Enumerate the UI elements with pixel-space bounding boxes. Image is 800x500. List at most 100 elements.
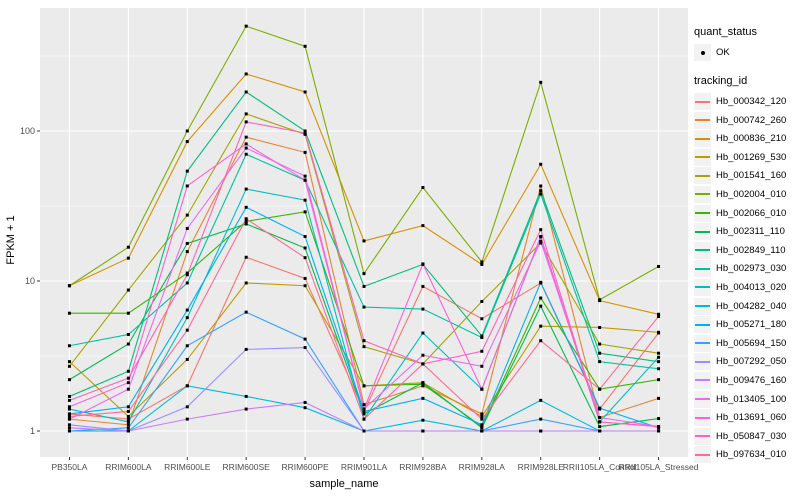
data-point	[303, 256, 307, 260]
data-point	[480, 423, 484, 427]
data-point	[598, 325, 602, 329]
legend-entry-label: Hb_013405_100	[716, 393, 787, 405]
data-point	[126, 342, 130, 346]
legend-key-swatch	[694, 409, 711, 427]
legend-key-swatch	[694, 297, 711, 315]
data-point	[244, 142, 248, 146]
legend-quant-status-title: quant_status	[694, 26, 757, 38]
legend-entry-label: Hb_000742_260	[716, 114, 787, 126]
data-point	[126, 409, 130, 413]
data-point	[244, 281, 248, 285]
data-point	[539, 280, 543, 284]
legend-entry-label: Hb_000836_210	[716, 133, 787, 145]
legend-entry-Hb_007292_050: Hb_007292_050	[694, 353, 800, 371]
data-point	[598, 360, 602, 364]
data-point	[244, 120, 248, 124]
data-point	[303, 210, 307, 214]
legend-color-line-icon	[695, 267, 710, 270]
data-point	[657, 330, 661, 334]
data-point	[598, 387, 602, 391]
legend-key-swatch	[694, 371, 711, 389]
legend-key-swatch	[694, 334, 711, 352]
legend-entry-Hb_002973_030: Hb_002973_030	[694, 260, 800, 278]
legend-entry-label: Hb_004013_020	[716, 281, 787, 293]
legend-color-line-icon	[695, 342, 710, 345]
data-point	[539, 241, 543, 245]
legend-entry-Hb_009476_160: Hb_009476_160	[694, 371, 800, 389]
x-tick-label: RRII105LA_Stressed	[619, 462, 699, 472]
legend-key-swatch	[694, 223, 711, 241]
data-point	[421, 396, 425, 400]
legend-key-swatch	[694, 93, 711, 110]
data-point	[67, 426, 71, 430]
legend-color-line-icon	[695, 212, 710, 215]
data-point	[67, 429, 71, 433]
data-point	[657, 314, 661, 318]
legend-entry-label: Hb_002311_110	[716, 226, 785, 238]
data-point	[539, 304, 543, 308]
legend-entry-Hb_013691_060: Hb_013691_060	[694, 409, 800, 427]
data-point	[185, 250, 189, 254]
data-point	[303, 235, 307, 239]
legend-key-swatch	[694, 260, 711, 278]
data-point	[657, 355, 661, 359]
legend-entry-label: Hb_002973_030	[716, 263, 787, 275]
data-point	[303, 90, 307, 94]
legend-color-line-icon	[695, 156, 710, 159]
data-point	[480, 412, 484, 416]
legend-color-line-icon	[695, 286, 710, 289]
data-point	[244, 112, 248, 116]
legend-entry-Hb_000836_210: Hb_000836_210	[694, 130, 800, 148]
data-point	[362, 339, 366, 343]
legend-key-swatch	[694, 111, 711, 129]
legend-entry-Hb_005694_150: Hb_005694_150	[694, 334, 800, 352]
data-point	[244, 222, 248, 226]
data-point	[185, 169, 189, 173]
data-point	[362, 272, 366, 276]
data-point	[244, 146, 248, 150]
legend-tracking-id-title: tracking_id	[694, 75, 748, 87]
legend-color-line-icon	[695, 435, 710, 438]
data-point	[126, 429, 130, 433]
data-point	[421, 224, 425, 228]
legend-entry-label: Hb_007292_050	[716, 356, 787, 368]
data-point	[185, 213, 189, 217]
x-tick-label: RRII105LA_Control	[563, 462, 637, 472]
data-point	[657, 264, 661, 268]
data-point	[362, 429, 366, 433]
data-point	[539, 192, 543, 196]
data-point	[185, 344, 189, 348]
data-point	[67, 423, 71, 427]
data-point	[126, 381, 130, 385]
x-tick-label: RRIM600LA	[105, 462, 152, 472]
data-point	[421, 382, 425, 386]
data-point	[539, 184, 543, 188]
data-point	[421, 307, 425, 311]
data-point	[480, 334, 484, 338]
legend-color-line-icon	[695, 174, 710, 177]
legend-entry-Hb_002311_110: Hb_002311_110	[694, 223, 800, 241]
data-point	[185, 140, 189, 144]
data-point	[244, 217, 248, 221]
data-point	[126, 405, 130, 409]
data-point	[480, 429, 484, 433]
data-point	[244, 90, 248, 94]
data-point	[421, 384, 425, 388]
legend-entry-Hb_002849_110: Hb_002849_110	[694, 241, 800, 259]
legend-entry-Hb_002004_010: Hb_002004_010	[694, 185, 800, 203]
data-point	[362, 239, 366, 243]
data-point	[480, 414, 484, 418]
data-point	[480, 262, 484, 266]
data-point	[480, 336, 484, 340]
data-point	[362, 403, 366, 407]
data-point	[539, 429, 543, 433]
data-point	[126, 245, 130, 249]
data-point	[657, 429, 661, 433]
data-point	[126, 417, 130, 421]
data-point	[362, 284, 366, 288]
data-point	[657, 378, 661, 382]
data-point	[480, 349, 484, 353]
legend-entry-label: Hb_002004_010	[716, 188, 787, 200]
legend-entry-label: Hb_001541_160	[716, 170, 787, 182]
